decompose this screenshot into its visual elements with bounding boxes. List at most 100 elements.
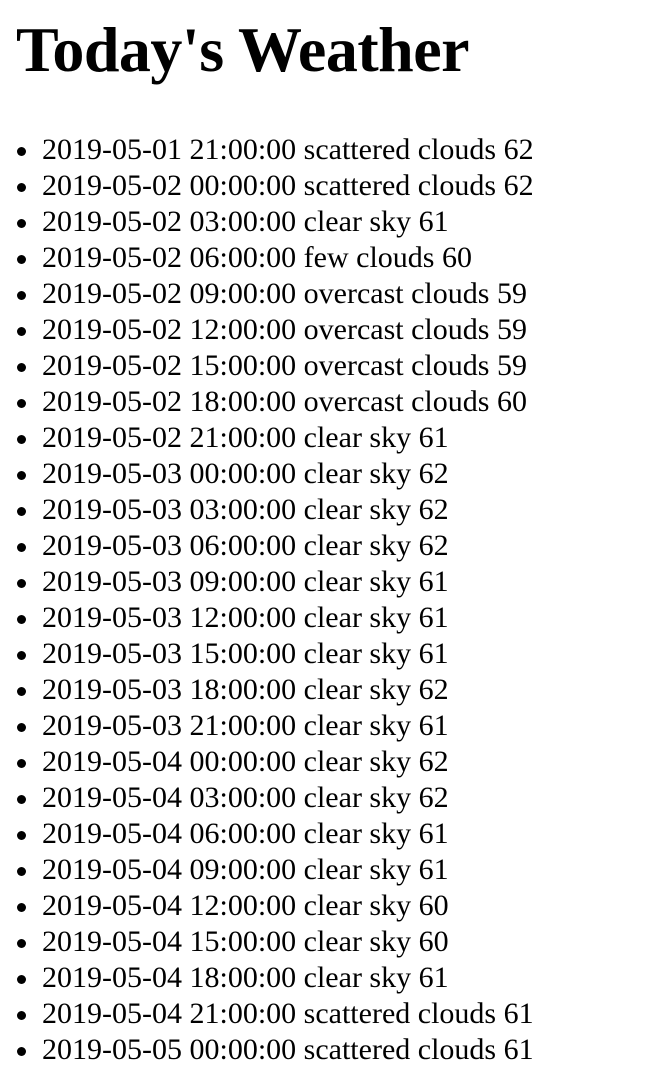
forecast-description: clear sky bbox=[303, 817, 412, 850]
forecast-description: overcast clouds bbox=[303, 313, 490, 346]
bullet-icon bbox=[17, 939, 26, 948]
forecast-list-item: 2019-05-04 15:00:00 clear sky 60 bbox=[16, 924, 642, 960]
forecast-temperature: 61 bbox=[418, 961, 449, 994]
forecast-datetime: 2019-05-02 15:00:00 bbox=[42, 349, 297, 382]
forecast-list-item: 2019-05-04 21:00:00 scattered clouds 61 bbox=[16, 996, 642, 1032]
forecast-temperature: 61 bbox=[418, 421, 449, 454]
forecast-datetime: 2019-05-04 12:00:00 bbox=[42, 889, 297, 922]
forecast-description: clear sky bbox=[303, 925, 412, 958]
bullet-icon bbox=[17, 291, 26, 300]
forecast-temperature: 61 bbox=[418, 853, 449, 886]
forecast-temperature: 61 bbox=[418, 565, 449, 598]
page-title: Today's Weather bbox=[16, 14, 470, 85]
forecast-datetime: 2019-05-03 21:00:00 bbox=[42, 709, 297, 742]
bullet-icon bbox=[17, 1047, 26, 1056]
bullet-icon bbox=[17, 507, 26, 516]
bullet-icon bbox=[17, 219, 26, 228]
forecast-description: overcast clouds bbox=[303, 277, 490, 310]
bullet-icon bbox=[17, 255, 26, 264]
forecast-datetime: 2019-05-04 06:00:00 bbox=[42, 817, 297, 850]
bullet-icon bbox=[17, 723, 26, 732]
forecast-list-item: 2019-05-04 03:00:00 clear sky 62 bbox=[16, 780, 642, 816]
forecast-description: clear sky bbox=[303, 889, 412, 922]
forecast-temperature: 62 bbox=[418, 457, 449, 490]
forecast-description: overcast clouds bbox=[303, 385, 490, 418]
forecast-list-item: 2019-05-05 00:00:00 scattered clouds 61 bbox=[16, 1032, 642, 1066]
forecast-temperature: 62 bbox=[418, 493, 449, 526]
bullet-icon bbox=[17, 183, 26, 192]
forecast-datetime: 2019-05-03 00:00:00 bbox=[42, 457, 297, 490]
bullet-icon bbox=[17, 687, 26, 696]
forecast-list-item: 2019-05-02 06:00:00 few clouds 60 bbox=[16, 240, 642, 276]
forecast-description: clear sky bbox=[303, 565, 412, 598]
forecast-temperature: 61 bbox=[418, 637, 449, 670]
forecast-list-item: 2019-05-03 06:00:00 clear sky 62 bbox=[16, 528, 642, 564]
forecast-description: clear sky bbox=[303, 601, 412, 634]
bullet-icon bbox=[17, 867, 26, 876]
forecast-temperature: 62 bbox=[503, 169, 534, 202]
forecast-datetime: 2019-05-03 09:00:00 bbox=[42, 565, 297, 598]
bullet-icon bbox=[17, 1011, 26, 1020]
forecast-datetime: 2019-05-04 15:00:00 bbox=[42, 925, 297, 958]
forecast-list-item: 2019-05-04 00:00:00 clear sky 62 bbox=[16, 744, 642, 780]
forecast-temperature: 62 bbox=[418, 673, 449, 706]
forecast-list-item: 2019-05-03 00:00:00 clear sky 62 bbox=[16, 456, 642, 492]
forecast-list-item: 2019-05-03 03:00:00 clear sky 62 bbox=[16, 492, 642, 528]
forecast-temperature: 60 bbox=[496, 385, 527, 418]
bullet-icon bbox=[17, 759, 26, 768]
forecast-temperature: 62 bbox=[503, 133, 534, 166]
forecast-datetime: 2019-05-04 21:00:00 bbox=[42, 997, 297, 1030]
forecast-datetime: 2019-05-01 21:00:00 bbox=[42, 133, 297, 166]
forecast-datetime: 2019-05-02 06:00:00 bbox=[42, 241, 297, 274]
forecast-temperature: 59 bbox=[496, 313, 527, 346]
bullet-icon bbox=[17, 543, 26, 552]
forecast-temperature: 60 bbox=[441, 241, 472, 274]
forecast-description: overcast clouds bbox=[303, 349, 490, 382]
forecast-list-item: 2019-05-03 09:00:00 clear sky 61 bbox=[16, 564, 642, 600]
forecast-description: clear sky bbox=[303, 205, 412, 238]
forecast-list-item: 2019-05-04 06:00:00 clear sky 61 bbox=[16, 816, 642, 852]
bullet-icon bbox=[17, 651, 26, 660]
forecast-temperature: 62 bbox=[418, 745, 449, 778]
forecast-datetime: 2019-05-02 09:00:00 bbox=[42, 277, 297, 310]
forecast-list-item: 2019-05-02 12:00:00 overcast clouds 59 bbox=[16, 312, 642, 348]
weather-page: Today's Weather 2019-05-01 21:00:00 scat… bbox=[0, 18, 658, 1066]
bullet-icon bbox=[17, 795, 26, 804]
forecast-datetime: 2019-05-03 06:00:00 bbox=[42, 529, 297, 562]
forecast-description: clear sky bbox=[303, 961, 412, 994]
forecast-temperature: 61 bbox=[418, 601, 449, 634]
forecast-temperature: 62 bbox=[418, 529, 449, 562]
forecast-datetime: 2019-05-03 12:00:00 bbox=[42, 601, 297, 634]
forecast-temperature: 61 bbox=[503, 997, 534, 1030]
forecast-list-item: 2019-05-03 12:00:00 clear sky 61 bbox=[16, 600, 642, 636]
forecast-datetime: 2019-05-04 18:00:00 bbox=[42, 961, 297, 994]
forecast-temperature: 61 bbox=[503, 1033, 534, 1066]
bullet-icon bbox=[17, 471, 26, 480]
bullet-icon bbox=[17, 399, 26, 408]
forecast-datetime: 2019-05-02 18:00:00 bbox=[42, 385, 297, 418]
forecast-list-item: 2019-05-02 21:00:00 clear sky 61 bbox=[16, 420, 642, 456]
forecast-description: clear sky bbox=[303, 457, 412, 490]
forecast-datetime: 2019-05-03 03:00:00 bbox=[42, 493, 297, 526]
forecast-description: scattered clouds bbox=[303, 1033, 497, 1066]
forecast-list: 2019-05-01 21:00:00 scattered clouds 62 2… bbox=[16, 132, 642, 1066]
forecast-datetime: 2019-05-03 15:00:00 bbox=[42, 637, 297, 670]
forecast-list-item: 2019-05-01 21:00:00 scattered clouds 62 bbox=[16, 132, 642, 168]
forecast-datetime: 2019-05-02 12:00:00 bbox=[42, 313, 297, 346]
forecast-temperature: 60 bbox=[418, 925, 449, 958]
forecast-list-item: 2019-05-02 09:00:00 overcast clouds 59 bbox=[16, 276, 642, 312]
bullet-icon bbox=[17, 435, 26, 444]
forecast-temperature: 59 bbox=[496, 277, 527, 310]
forecast-description: clear sky bbox=[303, 637, 412, 670]
forecast-datetime: 2019-05-04 00:00:00 bbox=[42, 745, 297, 778]
forecast-list-item: 2019-05-03 18:00:00 clear sky 62 bbox=[16, 672, 642, 708]
forecast-list-item: 2019-05-03 21:00:00 clear sky 61 bbox=[16, 708, 642, 744]
forecast-datetime: 2019-05-02 03:00:00 bbox=[42, 205, 297, 238]
forecast-list-item: 2019-05-04 12:00:00 clear sky 60 bbox=[16, 888, 642, 924]
forecast-temperature: 62 bbox=[418, 781, 449, 814]
forecast-description: clear sky bbox=[303, 529, 412, 562]
forecast-description: clear sky bbox=[303, 745, 412, 778]
forecast-description: clear sky bbox=[303, 781, 412, 814]
forecast-datetime: 2019-05-04 03:00:00 bbox=[42, 781, 297, 814]
forecast-description: scattered clouds bbox=[303, 997, 497, 1030]
